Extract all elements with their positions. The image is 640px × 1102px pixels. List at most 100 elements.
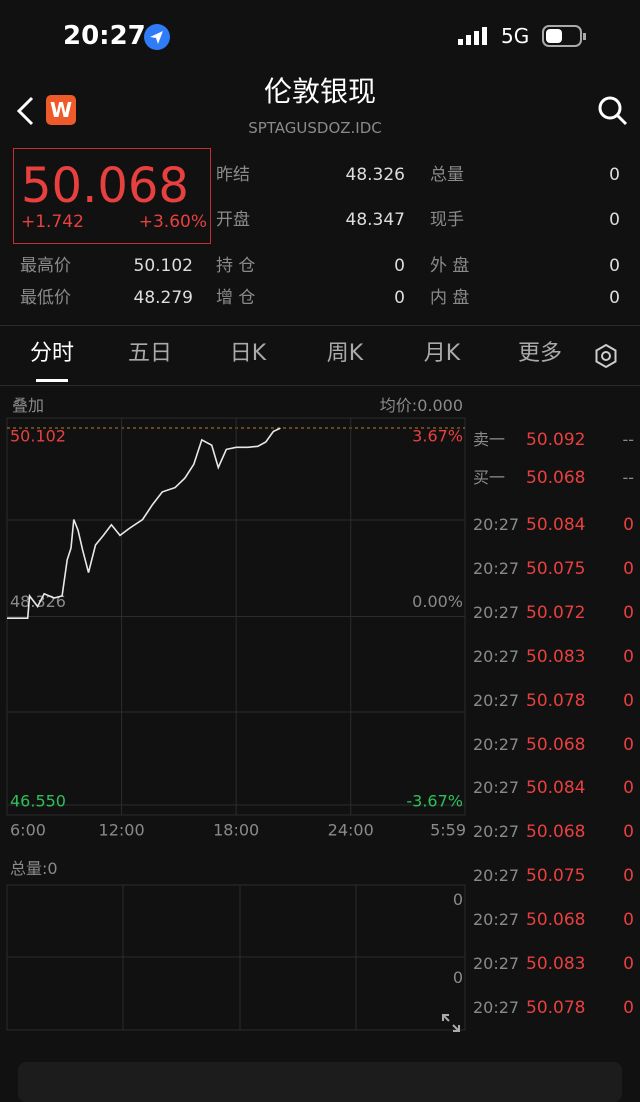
- trade-volume: 0: [623, 646, 634, 667]
- tab[interactable]: 更多: [517, 341, 562, 366]
- trade-price: 50.078: [526, 690, 586, 711]
- stat-label: 现手: [430, 210, 464, 230]
- tab-underline: [36, 379, 68, 382]
- stat-value: 48.279: [133, 288, 193, 308]
- network: 5G: [501, 24, 530, 48]
- stat-label: 外 盘: [430, 256, 470, 276]
- y2-tick-label: 0.00%: [412, 592, 463, 611]
- stat-value: 48.347: [345, 210, 405, 230]
- trade-time: 20:27: [473, 515, 520, 534]
- trade-volume: 0: [623, 997, 634, 1018]
- level-label: 卖一: [473, 430, 506, 449]
- x-tick-label: 12:00: [99, 821, 145, 840]
- search-button[interactable]: [596, 94, 630, 128]
- trade-price: 50.072: [526, 602, 586, 623]
- expand-button[interactable]: [440, 1012, 462, 1034]
- stat-value: 0: [609, 210, 620, 230]
- stat-label: 内 盘: [430, 288, 470, 308]
- trade-price: 50.083: [526, 646, 586, 667]
- stat-label: 增 仓: [216, 288, 256, 308]
- trade-volume: 0: [623, 866, 634, 887]
- trade-volume: 0: [623, 822, 634, 843]
- trade-volume: 0: [623, 734, 634, 755]
- trade-volume: 0: [623, 690, 634, 711]
- price-line: [7, 427, 281, 620]
- divider: [0, 325, 640, 326]
- overlay-button[interactable]: 叠加: [12, 396, 45, 415]
- stat-label: 总量: [430, 165, 464, 185]
- stat-value: 0: [609, 256, 620, 276]
- trade-time: 20:27: [473, 690, 520, 710]
- y-tick-label: 48.326: [10, 592, 66, 611]
- price-change: +1.742: [21, 212, 84, 232]
- trade-time: 20:27: [473, 822, 520, 842]
- trade-price: 50.084: [526, 778, 586, 799]
- stat-value: 48.326: [345, 165, 405, 185]
- trade-time: 20:27: [473, 646, 520, 666]
- trade-volume: 0: [623, 515, 634, 535]
- trade-time: 20:27: [473, 910, 520, 930]
- level-label: 买一: [473, 468, 506, 487]
- x-tick-label: 18:00: [213, 821, 259, 840]
- tab[interactable]: 分时: [29, 341, 74, 366]
- trade-price: 50.075: [526, 558, 586, 579]
- y2-tick-label: 3.67%: [412, 427, 463, 446]
- volume-axis-label: 0: [452, 890, 463, 909]
- trade-price: 50.068: [526, 910, 586, 931]
- tab[interactable]: 月K: [423, 341, 461, 366]
- price-change-pct: +3.60%: [138, 212, 207, 232]
- trade-price: 50.068: [526, 734, 586, 755]
- app-logo[interactable]: W: [46, 95, 76, 125]
- avg-price: 均价:0.000: [379, 396, 463, 415]
- trade-price: 50.084: [526, 515, 586, 535]
- trade-time: 20:27: [473, 734, 520, 754]
- stat-label: 最低价: [20, 288, 71, 308]
- stat-value: 0: [609, 288, 620, 308]
- tab[interactable]: 五日: [127, 341, 172, 366]
- signal-icon: [458, 27, 487, 45]
- tab[interactable]: 周K: [326, 341, 364, 366]
- x-tick-label: 6:00: [10, 821, 46, 840]
- volume-axis-label: 0: [452, 968, 463, 987]
- divider: [0, 385, 640, 386]
- trade-price: 50.075: [526, 866, 586, 887]
- trade-time: 20:27: [473, 954, 520, 973]
- trade-price: 50.083: [526, 954, 586, 974]
- battery-icon: [542, 25, 586, 47]
- trade-time: 20:27: [473, 558, 520, 578]
- level-volume: --: [622, 430, 634, 449]
- level-volume: --: [622, 468, 634, 487]
- back-button[interactable]: [12, 95, 38, 127]
- level-price: 50.068: [526, 468, 586, 488]
- trade-time: 20:27: [473, 866, 520, 886]
- trade-volume: 0: [623, 778, 634, 799]
- y-tick-label: 50.102: [10, 427, 66, 446]
- trade-price: 50.078: [526, 997, 586, 1018]
- trade-volume: 0: [623, 602, 634, 623]
- settings-button[interactable]: [593, 343, 619, 369]
- y-tick-label: 46.550: [10, 792, 66, 811]
- trade-time: 20:27: [473, 997, 520, 1017]
- tab[interactable]: 日K: [229, 341, 267, 366]
- trade-volume: 0: [623, 954, 634, 974]
- status-time: 20:27: [63, 21, 146, 51]
- location-icon: [144, 24, 170, 50]
- volume-total: 总量:0: [10, 859, 58, 878]
- last-price: 50.068: [21, 158, 189, 214]
- stat-label: 昨结: [216, 165, 250, 185]
- y2-tick-label: -3.67%: [406, 792, 463, 811]
- stat-label: 开盘: [216, 210, 250, 230]
- trade-price: 50.068: [526, 822, 586, 843]
- stat-label: 持 仓: [216, 256, 256, 276]
- stat-value: 0: [394, 288, 405, 308]
- level-price: 50.092: [526, 430, 586, 450]
- bottom-panel: [18, 1062, 622, 1102]
- stat-value: 0: [394, 256, 405, 276]
- stat-label: 最高价: [20, 256, 71, 276]
- trade-volume: 0: [623, 558, 634, 579]
- x-tick-label: 24:00: [328, 821, 374, 840]
- x-tick-label: 5:59: [430, 821, 466, 840]
- instrument-code: SPTAGUSDOZ.IDC: [248, 119, 382, 137]
